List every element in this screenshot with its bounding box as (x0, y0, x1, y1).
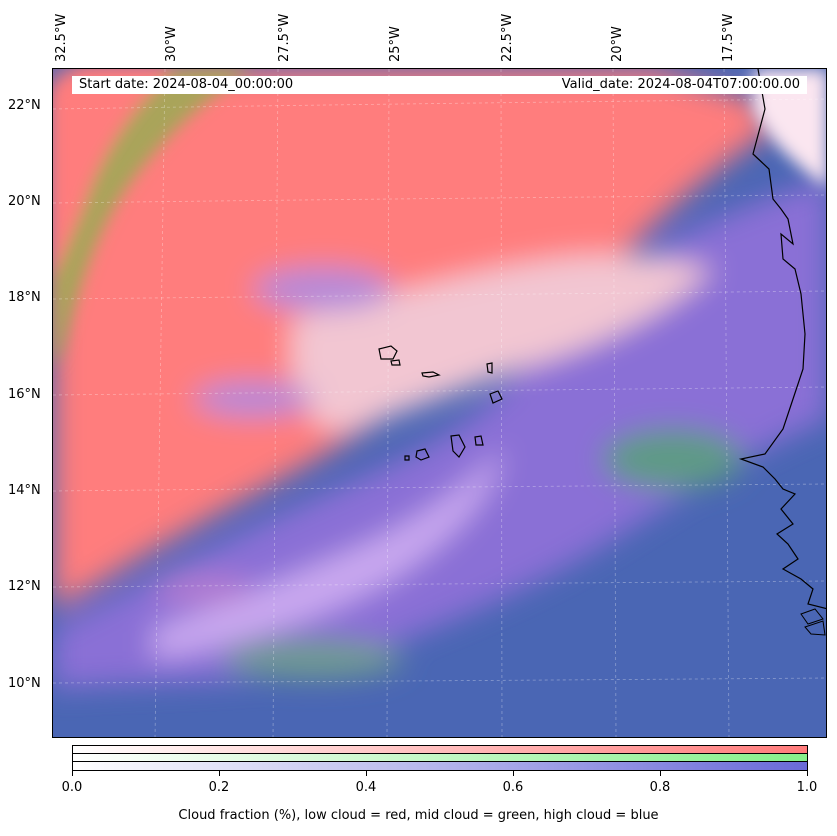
cape-verde-islands (378, 345, 503, 461)
colorbar-tick (660, 771, 661, 776)
date-info-box: Start date: 2024-08-04_00:00:00 Valid_da… (72, 76, 807, 94)
colorbar-high-cloud (73, 762, 807, 770)
mixed-cloud-streak (753, 69, 826, 188)
colorbar-tick (513, 771, 514, 776)
coast-island-outline (804, 620, 826, 636)
cloud-map (52, 68, 827, 738)
lon-label: 30°W (164, 26, 179, 62)
lat-label: 20°N (8, 194, 41, 209)
valid-date-label: Valid_date: 2024-08-04T07:00:00.00 (561, 77, 800, 92)
colorbar-tick (72, 771, 73, 776)
mixed-cloud-streak (291, 254, 713, 431)
high-cloud-patch (153, 573, 253, 605)
lat-label: 14°N (8, 483, 41, 498)
colorbar-label: Cloud fraction (%), low cloud = red, mid… (178, 808, 659, 823)
lat-label: 12°N (8, 579, 41, 594)
low-cloud-area (53, 69, 173, 279)
mixed-cloud-streak (153, 449, 503, 659)
high-cloud-patch (253, 267, 393, 311)
colorbar-tick-label: 0.2 (208, 780, 230, 795)
lat-label: 18°N (8, 290, 41, 305)
cloud-map-svg (53, 69, 826, 737)
lon-label: 22.5°W (500, 13, 515, 62)
lon-label: 27.5°W (277, 13, 292, 62)
mid-cloud-patch (603, 429, 743, 489)
lon-label: 32.5°W (54, 13, 69, 62)
colorbar-low-cloud (73, 746, 807, 754)
lon-label: 17.5°W (721, 13, 736, 62)
lat-label: 22°N (8, 98, 41, 113)
colorbar-mid-cloud (73, 754, 807, 762)
high-cloud-patch (193, 381, 313, 417)
colorbar-tick (219, 771, 220, 776)
colorbar-tick-label: 0.0 (61, 780, 83, 795)
graticule (53, 69, 826, 737)
colorbar-tick (807, 771, 808, 776)
lon-label: 25°W (388, 26, 403, 62)
colorbar-tick-label: 0.6 (502, 780, 524, 795)
mid-cloud-patch (223, 639, 403, 679)
africa-coastline (738, 69, 826, 610)
colorbar-tick (366, 771, 367, 776)
lat-label: 16°N (8, 387, 41, 402)
lon-label: 20°W (610, 26, 625, 62)
start-date-label: Start date: 2024-08-04_00:00:00 (79, 77, 294, 92)
coast-island-outline (800, 608, 824, 625)
colorbar-tick-label: 0.8 (649, 780, 671, 795)
colorbar (72, 745, 808, 771)
colorbar-tick-label: 0.4 (355, 780, 377, 795)
colorbar-tick-label: 1.0 (796, 780, 818, 795)
lat-label: 10°N (8, 676, 41, 691)
